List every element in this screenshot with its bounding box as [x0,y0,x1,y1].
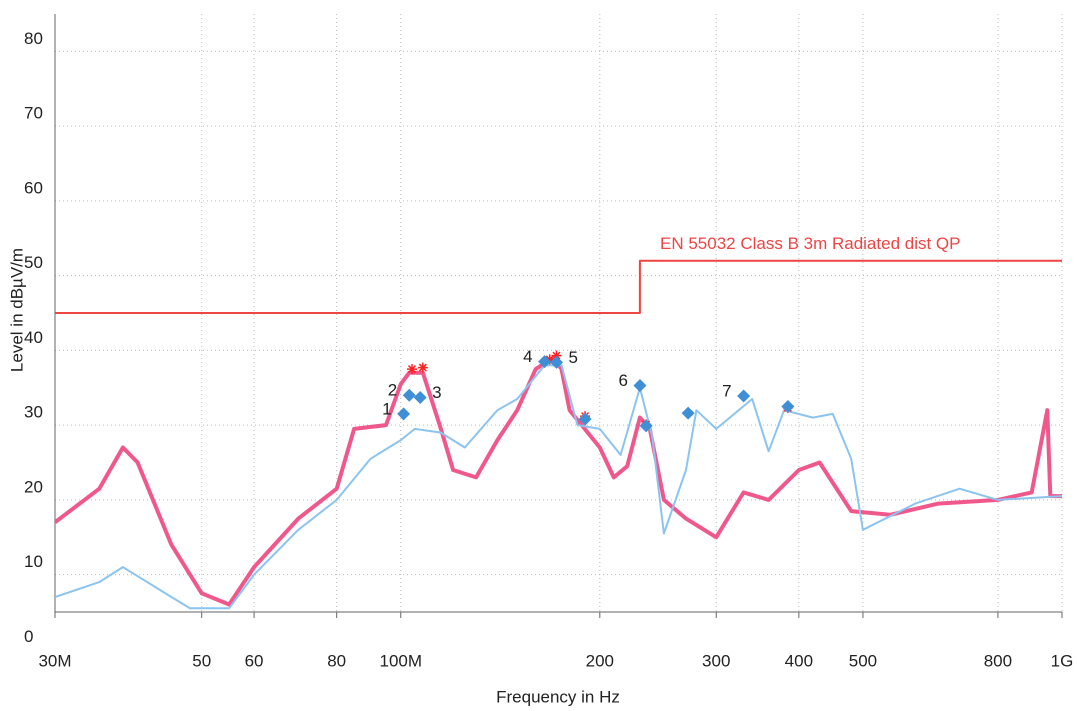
x-axis-title: Frequency in Hz [496,687,620,706]
y-tick-label: 70 [24,104,43,123]
marker-label: 5 [568,348,577,367]
y-tick-label: 40 [24,328,43,347]
x-tick-label: 300 [702,651,730,670]
trace-line [55,355,1062,607]
marker-label: 1 [382,399,391,418]
star-marker [544,354,555,365]
x-tick-label: 50 [192,651,211,670]
star-marker [407,364,418,375]
y-tick-label: 10 [24,552,43,571]
diamond-marker [681,406,695,420]
limit-line [55,259,1062,314]
diamond-marker [402,388,416,402]
diamond-marker [639,419,653,433]
x-tick-label: 30M [38,651,71,670]
x-tick-label: 500 [849,651,877,670]
x-tick-label: 80 [327,651,346,670]
diamond-marker [578,412,592,426]
diamond-marker [781,399,795,413]
x-tick-label: 100M [379,651,422,670]
diamond-marker [737,389,751,403]
y-axis-title: Level in dBµV/m [7,248,26,372]
diamond-marker [633,379,647,393]
y-tick-label: 80 [24,29,43,48]
y-tick-label: 0 [24,627,33,646]
y-tick-label: 50 [24,253,43,272]
star-marker [551,350,562,361]
marker-label: 7 [722,381,731,400]
marker-label: 2 [388,381,397,400]
y-tick-label: 60 [24,178,43,197]
diamond-marker [413,390,427,404]
diamond-marker [549,355,563,369]
x-tick-label: 800 [984,651,1012,670]
x-tick-label: 60 [245,651,264,670]
x-tick-label: 400 [785,651,813,670]
x-tick-label: 1G [1051,651,1074,670]
marker-label: 6 [618,371,627,390]
y-tick-label: 30 [24,403,43,422]
limit-label: EN 55032 Class B 3m Radiated dist QP [660,234,960,253]
y-tick-label: 20 [24,477,43,496]
trace-line [55,364,1062,610]
marker-label: 3 [432,383,441,402]
marker-label: 4 [523,347,532,366]
diamond-marker [538,355,552,369]
x-tick-label: 200 [586,651,614,670]
star-marker [417,362,428,373]
diamond-marker [397,407,411,421]
